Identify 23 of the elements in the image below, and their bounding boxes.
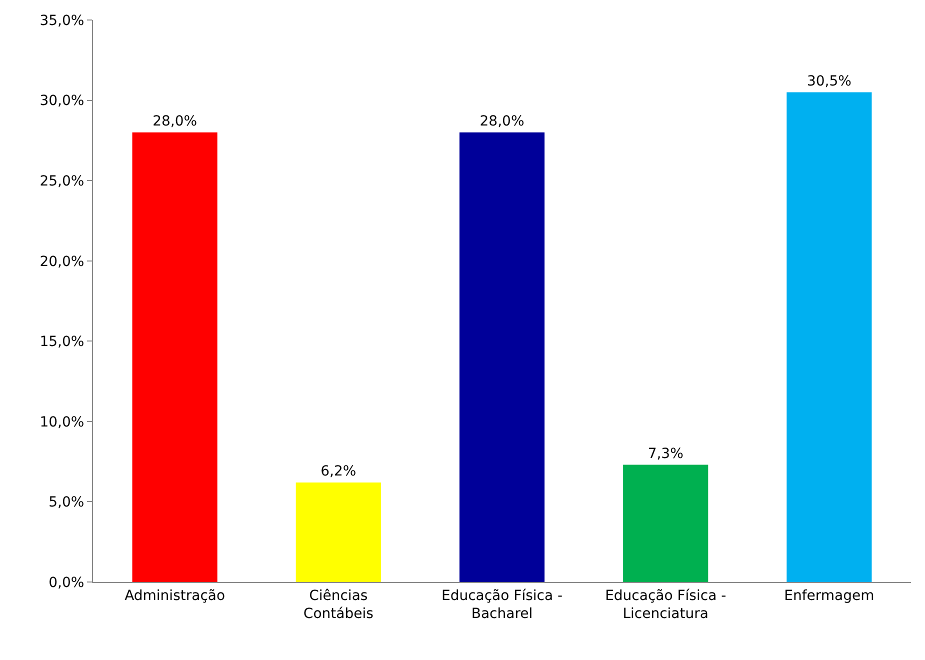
data-label: 28,0%	[480, 113, 524, 130]
data-label: 6,2%	[320, 463, 356, 480]
y-tick-label: 5,0%	[48, 494, 84, 511]
x-tick-label: Administração	[124, 588, 226, 604]
y-tick-label: 15,0%	[40, 334, 84, 350]
y-tick-label: 0,0%	[48, 574, 84, 591]
y-tick-label: 30,0%	[40, 93, 84, 110]
bar	[132, 132, 218, 582]
bar	[786, 92, 872, 582]
data-label: 7,3%	[648, 446, 684, 462]
x-tick-label: Educação Física - Licenciatura	[605, 588, 726, 622]
x-tick-label: Ciências Contábeis	[303, 588, 374, 622]
data-label: 28,0%	[152, 113, 198, 130]
y-tick-label: 25,0%	[40, 173, 84, 190]
y-tick-label: 20,0%	[40, 254, 84, 270]
x-tick-label: Educação Física - Bacharel	[441, 588, 563, 622]
x-tick-label: Enfermagem	[784, 588, 874, 604]
y-tick-label: 10,0%	[40, 414, 84, 430]
y-tick-label: 35,0%	[40, 12, 84, 29]
bar	[296, 482, 381, 582]
data-label: 30,5%	[806, 73, 852, 90]
bar	[459, 132, 545, 582]
bar	[623, 464, 708, 582]
